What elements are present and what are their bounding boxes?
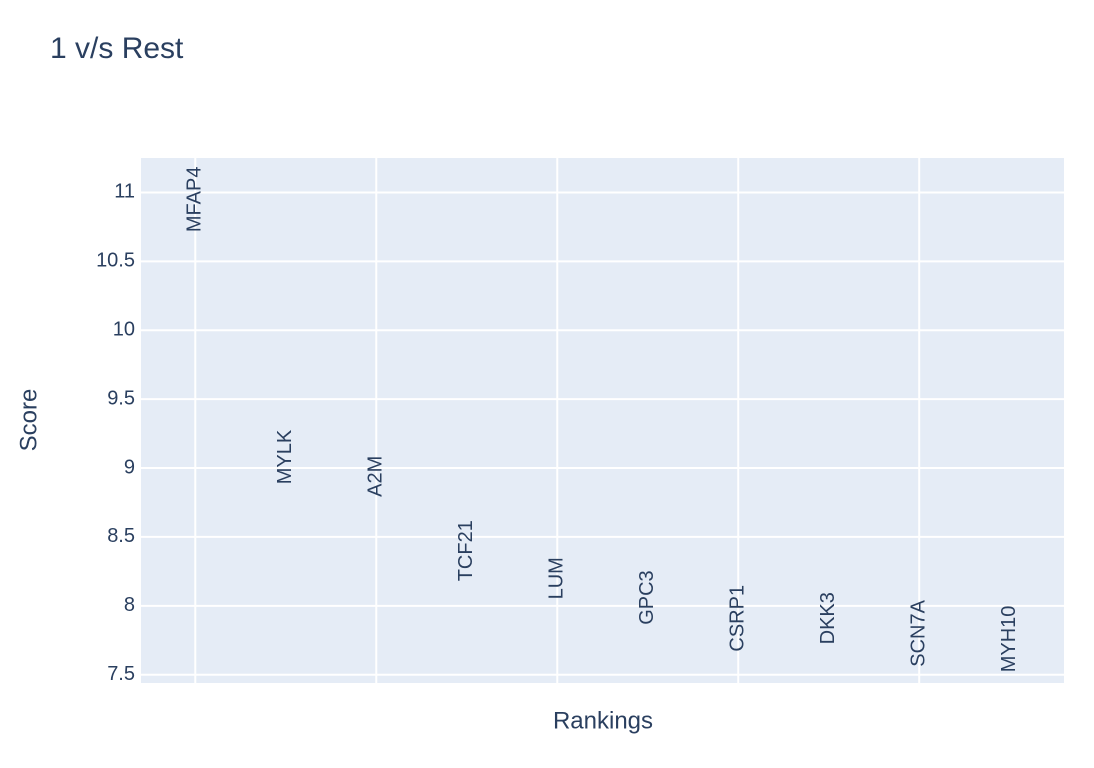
y-tick-label: 8.5 bbox=[107, 525, 135, 547]
point-label: MYH10 bbox=[998, 606, 1020, 673]
y-tick-label: 9 bbox=[124, 456, 135, 478]
point-label: CSRP1 bbox=[727, 585, 749, 652]
y-tick-label: 9.5 bbox=[107, 387, 135, 409]
y-tick-label: 10 bbox=[113, 319, 135, 341]
point-label: DKK3 bbox=[817, 592, 839, 644]
point-label: LUM bbox=[546, 557, 568, 599]
point-label: MFAP4 bbox=[184, 167, 206, 233]
x-axis-label: Rankings bbox=[553, 707, 653, 734]
chart-title: 1 v/s Rest bbox=[50, 32, 184, 65]
y-axis-label: Score bbox=[15, 389, 42, 452]
y-tick-label: 7.5 bbox=[107, 663, 135, 685]
y-tick-label: 10.5 bbox=[96, 250, 135, 272]
point-label: SCN7A bbox=[907, 599, 929, 666]
plot-area bbox=[141, 158, 1064, 683]
point-label: TCF21 bbox=[455, 520, 477, 581]
y-tick-label: 11 bbox=[114, 181, 135, 203]
point-label: MYLK bbox=[274, 429, 296, 484]
point-label: GPC3 bbox=[636, 570, 658, 624]
point-label: A2M bbox=[365, 456, 387, 497]
y-tick-label: 8 bbox=[124, 594, 135, 616]
